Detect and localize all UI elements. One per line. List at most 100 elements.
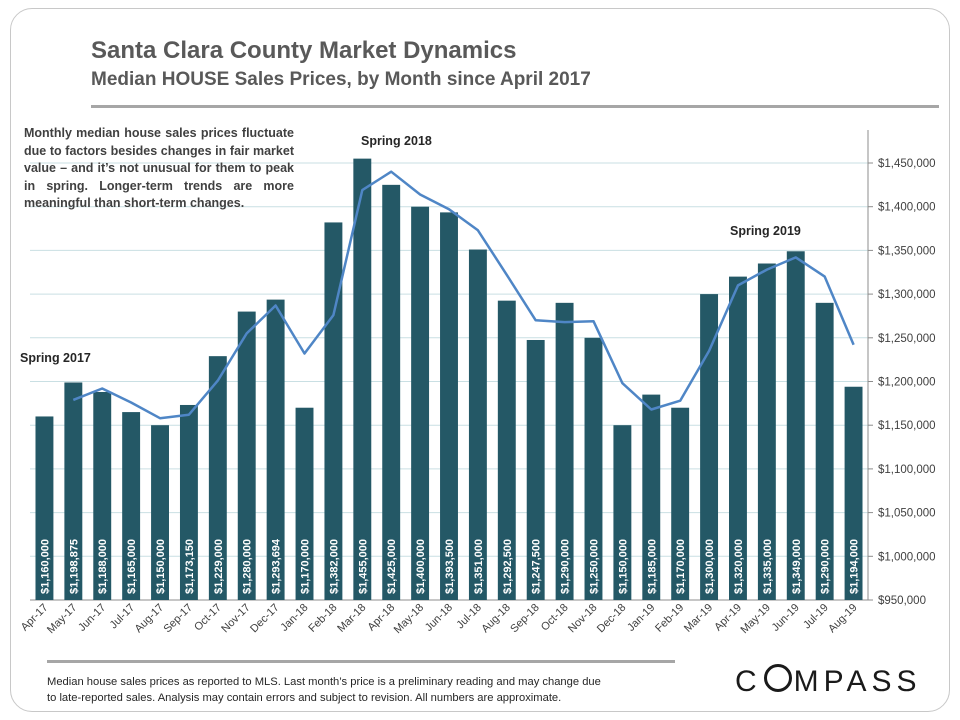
bar — [64, 382, 83, 600]
x-tick-label: Mar-18 — [335, 602, 368, 635]
bar-value-label: $1,349,000 — [791, 539, 803, 594]
chart-annotation: Spring 2017 — [20, 351, 91, 365]
compass-logo: C MPASS — [735, 664, 921, 699]
bar — [324, 222, 343, 600]
bar-value-label: $1,280,000 — [242, 539, 254, 594]
x-tick-label: Jan-19 — [625, 602, 657, 634]
x-tick-label: Dec-18 — [595, 602, 629, 636]
footer-line-1: Median house sales prices as reported to… — [47, 676, 601, 688]
x-tick-label: Sep-17 — [161, 602, 195, 636]
bar-value-label: $1,425,000 — [386, 539, 398, 594]
y-tick-label: $1,200,000 — [878, 377, 936, 389]
bar — [844, 386, 863, 600]
y-tick-label: $1,050,000 — [878, 508, 936, 520]
x-tick-label: May-17 — [45, 602, 79, 636]
chart-subtitle: Median HOUSE Sales Prices, by Month sinc… — [91, 69, 591, 90]
x-tick-label: Jun-19 — [770, 602, 802, 634]
bar — [411, 206, 430, 600]
bar — [93, 391, 112, 600]
x-tick-label: Jun-17 — [76, 602, 108, 634]
bar-value-label: $1,293,694 — [271, 538, 283, 594]
logo-o-ring-icon — [763, 664, 792, 692]
bar-value-label: $1,290,000 — [820, 539, 832, 594]
bar-value-label: $1,393,500 — [444, 539, 456, 594]
x-tick-label: Sep-18 — [508, 602, 542, 636]
bar-value-label: $1,250,000 — [588, 539, 600, 594]
bar — [642, 394, 661, 600]
bar-value-label: $1,320,000 — [733, 539, 745, 594]
bar — [671, 407, 690, 600]
bar — [815, 302, 834, 600]
chart-title: Santa Clara County Market Dynamics — [91, 37, 517, 64]
x-tick-label: May-18 — [392, 602, 426, 636]
bar-value-label: $1,400,000 — [415, 539, 427, 594]
footer-divider — [47, 660, 675, 663]
x-tick-label: Aug-19 — [826, 602, 860, 636]
bar-value-label: $1,382,000 — [328, 539, 340, 594]
logo-text-end: MPASS — [793, 665, 922, 698]
bar-value-label: $1,185,000 — [646, 539, 658, 594]
x-tick-label: Oct-18 — [539, 602, 571, 634]
bar-value-label: $1,351,000 — [473, 539, 485, 594]
x-tick-label: May-19 — [739, 602, 773, 636]
x-tick-label: Nov-17 — [219, 602, 253, 636]
x-tick-label: Aug-18 — [479, 602, 513, 636]
bar-value-label: $1,160,000 — [39, 539, 51, 594]
x-tick-label: Feb-19 — [653, 602, 686, 635]
bar-value-label: $1,165,000 — [126, 539, 138, 594]
title-divider — [91, 105, 939, 108]
y-tick-label: $1,100,000 — [878, 464, 936, 476]
x-tick-label: Aug-17 — [133, 602, 167, 636]
y-tick-label: $1,000,000 — [878, 551, 936, 563]
bar — [382, 184, 401, 600]
bar — [526, 339, 545, 600]
bar-value-label: $1,335,000 — [762, 539, 774, 594]
y-tick-label: $1,300,000 — [878, 289, 936, 301]
bar-value-label: $1,290,000 — [560, 539, 572, 594]
bar-value-label: $1,150,000 — [155, 539, 167, 594]
bar-value-label: $1,198,875 — [68, 539, 80, 594]
bar — [700, 294, 719, 600]
logo-text-start: C — [735, 665, 762, 698]
bar — [35, 416, 54, 600]
y-tick-label: $1,450,000 — [878, 158, 936, 170]
x-tick-label: Jan-18 — [278, 602, 310, 634]
bar — [497, 300, 516, 600]
bar-value-label: $1,292,500 — [502, 539, 514, 594]
y-tick-label: $950,000 — [878, 595, 926, 607]
x-tick-label: Nov-18 — [566, 602, 600, 636]
bar — [266, 299, 285, 600]
footer-line-2: to late-reported sales. Analysis may con… — [47, 692, 562, 704]
bar — [353, 158, 372, 600]
bar — [237, 311, 256, 600]
x-tick-label: Mar-19 — [682, 602, 715, 635]
bar-value-label: $1,247,500 — [531, 539, 543, 594]
trend-line — [72, 170, 855, 420]
bar-value-label: $1,150,000 — [617, 539, 629, 594]
bar — [208, 356, 227, 600]
x-tick-label: Jun-18 — [423, 602, 455, 634]
bar — [122, 412, 141, 600]
bar-value-label: $1,173,150 — [184, 539, 196, 594]
bar — [613, 425, 632, 600]
bar — [468, 249, 487, 600]
bar — [584, 337, 603, 600]
bar-value-label: $1,170,000 — [675, 539, 687, 594]
bar — [729, 276, 747, 600]
y-tick-label: $1,400,000 — [878, 202, 936, 214]
bar — [786, 251, 805, 601]
footer-note: Median house sales prices as reported to… — [47, 674, 687, 706]
y-tick-label: $1,150,000 — [878, 420, 936, 432]
bar-value-label: $1,229,000 — [213, 539, 225, 594]
bar-value-label: $1,300,000 — [704, 539, 716, 594]
y-tick-label: $1,350,000 — [878, 245, 936, 257]
bar — [757, 263, 776, 600]
bar — [555, 302, 574, 600]
bar-value-label: $1,188,000 — [97, 539, 109, 594]
bar — [440, 212, 458, 601]
x-tick-label: Oct-17 — [192, 602, 224, 634]
bar-value-label: $1,170,000 — [300, 539, 312, 594]
chart-annotation: Spring 2018 — [361, 134, 432, 148]
chart-annotation: Spring 2019 — [730, 224, 801, 238]
